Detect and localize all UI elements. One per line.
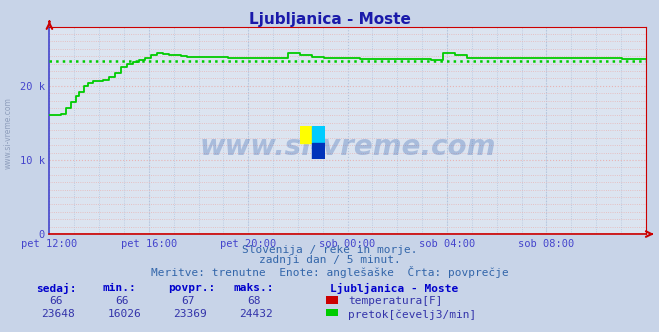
Text: Meritve: trenutne  Enote: anglešaške  Črta: povprečje: Meritve: trenutne Enote: anglešaške Črta…: [151, 266, 508, 278]
Text: 66: 66: [49, 296, 63, 306]
Text: www.si-vreme.com: www.si-vreme.com: [3, 97, 13, 169]
Text: 66: 66: [115, 296, 129, 306]
Text: pretok[čevelj3/min]: pretok[čevelj3/min]: [348, 309, 476, 320]
Bar: [300, 126, 312, 143]
Text: Slovenija / reke in morje.: Slovenija / reke in morje.: [242, 245, 417, 255]
Text: povpr.:: povpr.:: [168, 283, 215, 293]
Text: 68: 68: [247, 296, 260, 306]
Bar: [312, 143, 325, 159]
Text: min.:: min.:: [102, 283, 136, 293]
Text: maks.:: maks.:: [234, 283, 274, 293]
Text: 16026: 16026: [107, 309, 141, 319]
Bar: [312, 126, 325, 143]
Text: 23648: 23648: [42, 309, 75, 319]
Text: temperatura[F]: temperatura[F]: [348, 296, 442, 306]
Text: zadnji dan / 5 minut.: zadnji dan / 5 minut.: [258, 255, 401, 265]
Text: 23369: 23369: [173, 309, 207, 319]
Text: sedaj:: sedaj:: [36, 283, 76, 294]
Text: 24432: 24432: [239, 309, 273, 319]
Text: www.si-vreme.com: www.si-vreme.com: [200, 133, 496, 161]
Text: 67: 67: [181, 296, 194, 306]
Text: Ljubljanica - Moste: Ljubljanica - Moste: [330, 283, 458, 294]
Text: Ljubljanica - Moste: Ljubljanica - Moste: [248, 12, 411, 27]
